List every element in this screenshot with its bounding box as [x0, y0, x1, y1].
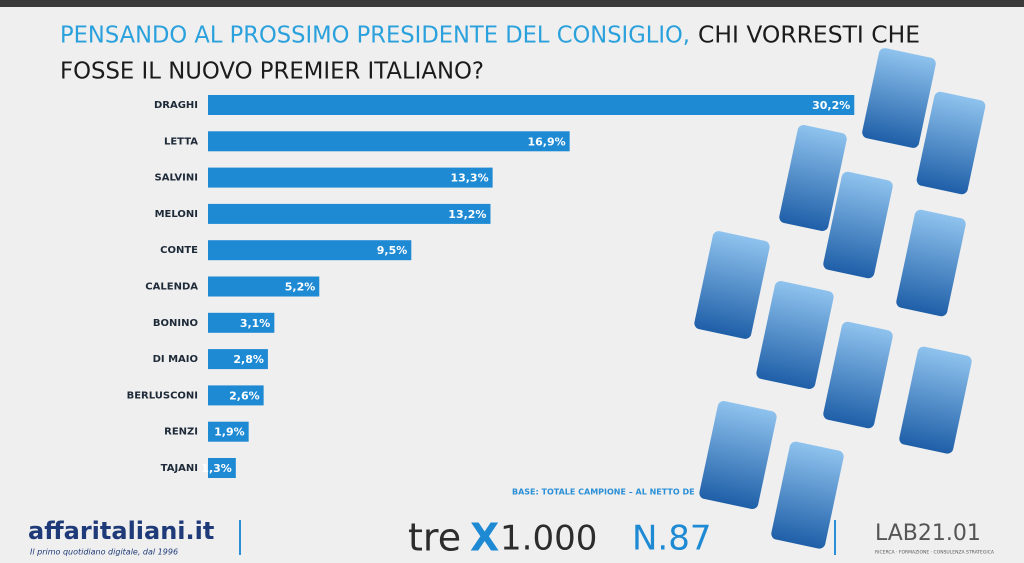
photo [862, 48, 936, 148]
photo [756, 280, 834, 390]
bar [208, 458, 236, 478]
category-label: MELONI [155, 209, 198, 220]
photo [694, 231, 770, 339]
title: CHI VORRESTI CHE [698, 23, 920, 49]
title: FOSSE IL NUOVO PREMIER ITALIANO? [60, 59, 484, 85]
brand: affaritaliani.it [28, 517, 214, 545]
bar [208, 349, 268, 370]
photo [823, 321, 893, 429]
photo [823, 171, 893, 279]
photo [896, 209, 966, 317]
value-label: 30,2% [812, 99, 850, 112]
category-label: CONTE [160, 245, 198, 256]
bar [208, 131, 570, 152]
value-label: 1,3% [201, 462, 232, 475]
category-label: BERLUSCONI [127, 390, 198, 401]
bar [208, 276, 320, 297]
photos [694, 48, 986, 549]
bar [208, 385, 264, 406]
category-label: CALENDA [145, 282, 198, 293]
photo [699, 400, 777, 510]
title-lead: PENSANDO AL PROSSIMO PRESIDENTE DEL CONS… [60, 23, 690, 49]
bar [208, 167, 493, 188]
source: BASE: TOTALE CAMPIONE – AL NETTO DE [512, 488, 695, 497]
category-label: BONINO [153, 318, 198, 329]
category-label: DI MAIO [153, 354, 198, 365]
category-label: RENZI [164, 427, 198, 438]
value-label: 13,2% [448, 208, 486, 221]
photo [899, 346, 972, 454]
value-label: 9,5% [377, 244, 408, 257]
bar [208, 203, 491, 224]
lab: LAB21.01 [875, 521, 981, 546]
logo-x: X [470, 516, 499, 560]
tagline: Il primo quotidiano digitale, dal 1996 [30, 548, 178, 557]
photo [779, 125, 847, 231]
bar [208, 95, 855, 115]
value-label: 5,2% [285, 281, 316, 294]
value-label: 13,3% [450, 172, 488, 185]
lab-tagline: RICERCA · FORMAZIONE · CONSULENZA STRATE… [875, 550, 995, 556]
bar [208, 312, 275, 333]
category-label: LETTA [164, 136, 198, 147]
category-label: SALVINI [155, 173, 199, 184]
value-label: 2,6% [229, 389, 260, 402]
value-label: 1,9% [214, 426, 245, 439]
value-label: 3,1% [240, 317, 271, 330]
bars: DRAGHI 30,2% LETTA 16,9% SALVINI 13,3% MELONI 1… [127, 95, 855, 478]
photo [771, 441, 844, 549]
issue: N.87 [632, 519, 712, 559]
top-strip [0, 0, 1024, 7]
category-label: TAJANI [161, 463, 198, 474]
photo [916, 91, 986, 195]
category-label: DRAGHI [154, 100, 198, 111]
value-label: 2,8% [233, 353, 264, 366]
bar [208, 421, 249, 442]
value-label: 16,9% [527, 135, 565, 148]
logo-tre: tre [408, 516, 461, 560]
logo-num: 1.000 [500, 519, 597, 559]
bar [208, 240, 412, 261]
